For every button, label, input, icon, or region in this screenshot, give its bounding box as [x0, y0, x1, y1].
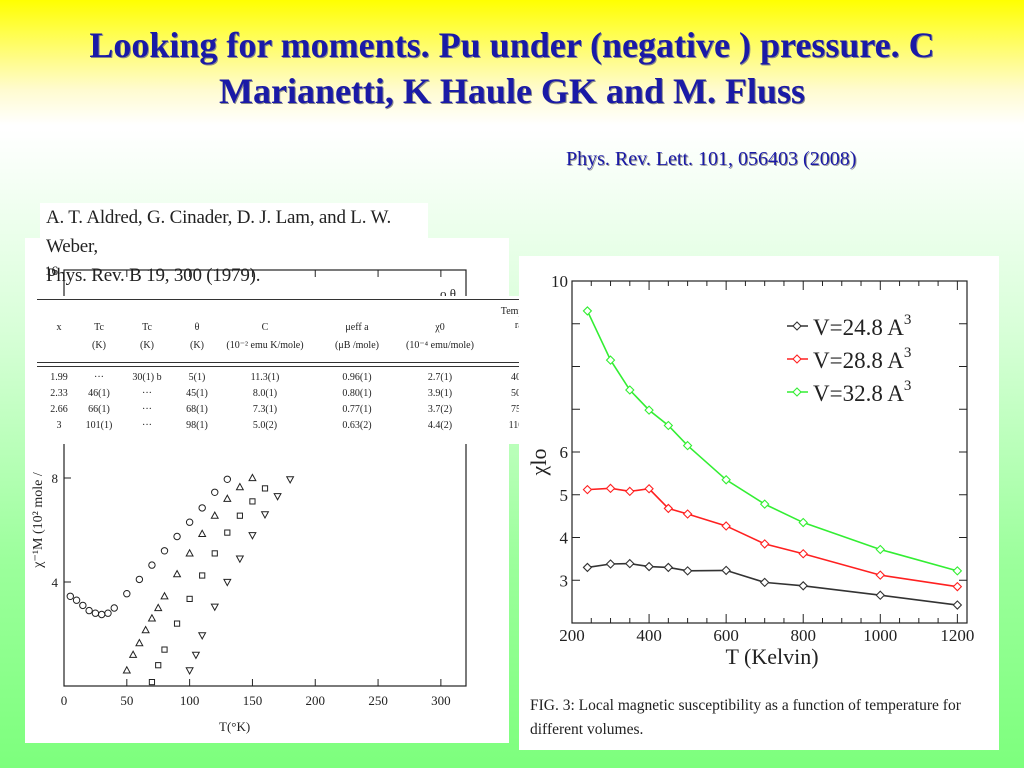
table-header-cell: (10⁻² emu K/mole) — [226, 340, 304, 351]
table-cell: 8.0(1) — [252, 388, 278, 399]
table-header-cell: Tc — [94, 322, 104, 333]
table-cell: 3.7(2) — [427, 404, 453, 415]
table-header-cell: χ0 — [435, 322, 445, 333]
table-cell: 5.0(2) — [252, 420, 278, 431]
reference-citation: Phys. Rev. Lett. 101, 056403 (2008) — [566, 148, 857, 170]
table-header-cell: (K) — [140, 340, 154, 351]
table-cell: 101(1) — [85, 420, 113, 431]
citation-line-2: Phys. Rev. B 19, 300 (1979). — [46, 265, 261, 286]
table-header-cell: (10⁻⁴ emu/mole) — [406, 340, 474, 351]
left-figure-citation: A. T. Aldred, G. Cinader, D. J. Lam, and… — [40, 203, 428, 286]
table-header-rule — [37, 362, 572, 363]
table-cell: 11.3(1) — [250, 372, 280, 383]
table-cell: 68(1) — [186, 404, 208, 415]
table-cell: ··· — [142, 404, 152, 415]
table-cell: 2.66 — [50, 404, 68, 415]
table-cell: 7.3(1) — [252, 404, 278, 415]
table-header-cell: C — [261, 322, 269, 333]
table-cell: 5(1) — [188, 372, 206, 383]
parameter-table: x Tc (K) Tc (K) θ (K) C (10⁻² emu K/mole) μeff a (… — [37, 296, 572, 444]
table-cell: 0.80(1) — [342, 388, 372, 399]
table-cell: 0.77(1) — [342, 404, 372, 415]
table-cell: 3 — [56, 420, 62, 431]
table-header-cell: (K) — [190, 340, 204, 351]
table-cell: 45(1) — [186, 388, 208, 399]
table-header-cell: Tc — [142, 322, 152, 333]
table-cell: ··· — [142, 388, 152, 399]
table-cell: ··· — [94, 372, 104, 383]
right-figure-panel — [519, 256, 999, 750]
table-cell: 66(1) — [88, 404, 110, 415]
table-cell: 30(1) b — [132, 372, 162, 383]
table-cell: 0.96(1) — [342, 372, 372, 383]
table-cell: 3.9(1) — [427, 388, 453, 399]
table-cell: ··· — [142, 420, 152, 431]
table-cell: 4.4(2) — [427, 420, 453, 431]
table-header-cell: θ — [194, 322, 200, 333]
table-cell: 0.63(2) — [342, 420, 372, 431]
table-header-cell: x — [56, 322, 62, 333]
table-header-rule-2 — [37, 366, 572, 367]
table-cell: 46(1) — [88, 388, 110, 399]
slide-title: Looking for moments. Pu under (negative … — [89, 25, 935, 111]
table-header-cell: (μB /mole) — [335, 340, 379, 351]
table-header-cell: μeff a — [345, 322, 369, 333]
table-cell: 2.33 — [50, 388, 68, 399]
table-cell: 98(1) — [186, 420, 208, 431]
table-cell: 1.99 — [50, 372, 68, 383]
table-header-cell: (K) — [92, 340, 106, 351]
table-top-rule — [37, 299, 572, 300]
citation-line-1: A. T. Aldred, G. Cinader, D. J. Lam, and… — [46, 207, 392, 257]
figure-caption: FIG. 3: Local magnetic susceptibility as… — [530, 697, 961, 738]
table-cell: 2.7(1) — [427, 372, 453, 383]
